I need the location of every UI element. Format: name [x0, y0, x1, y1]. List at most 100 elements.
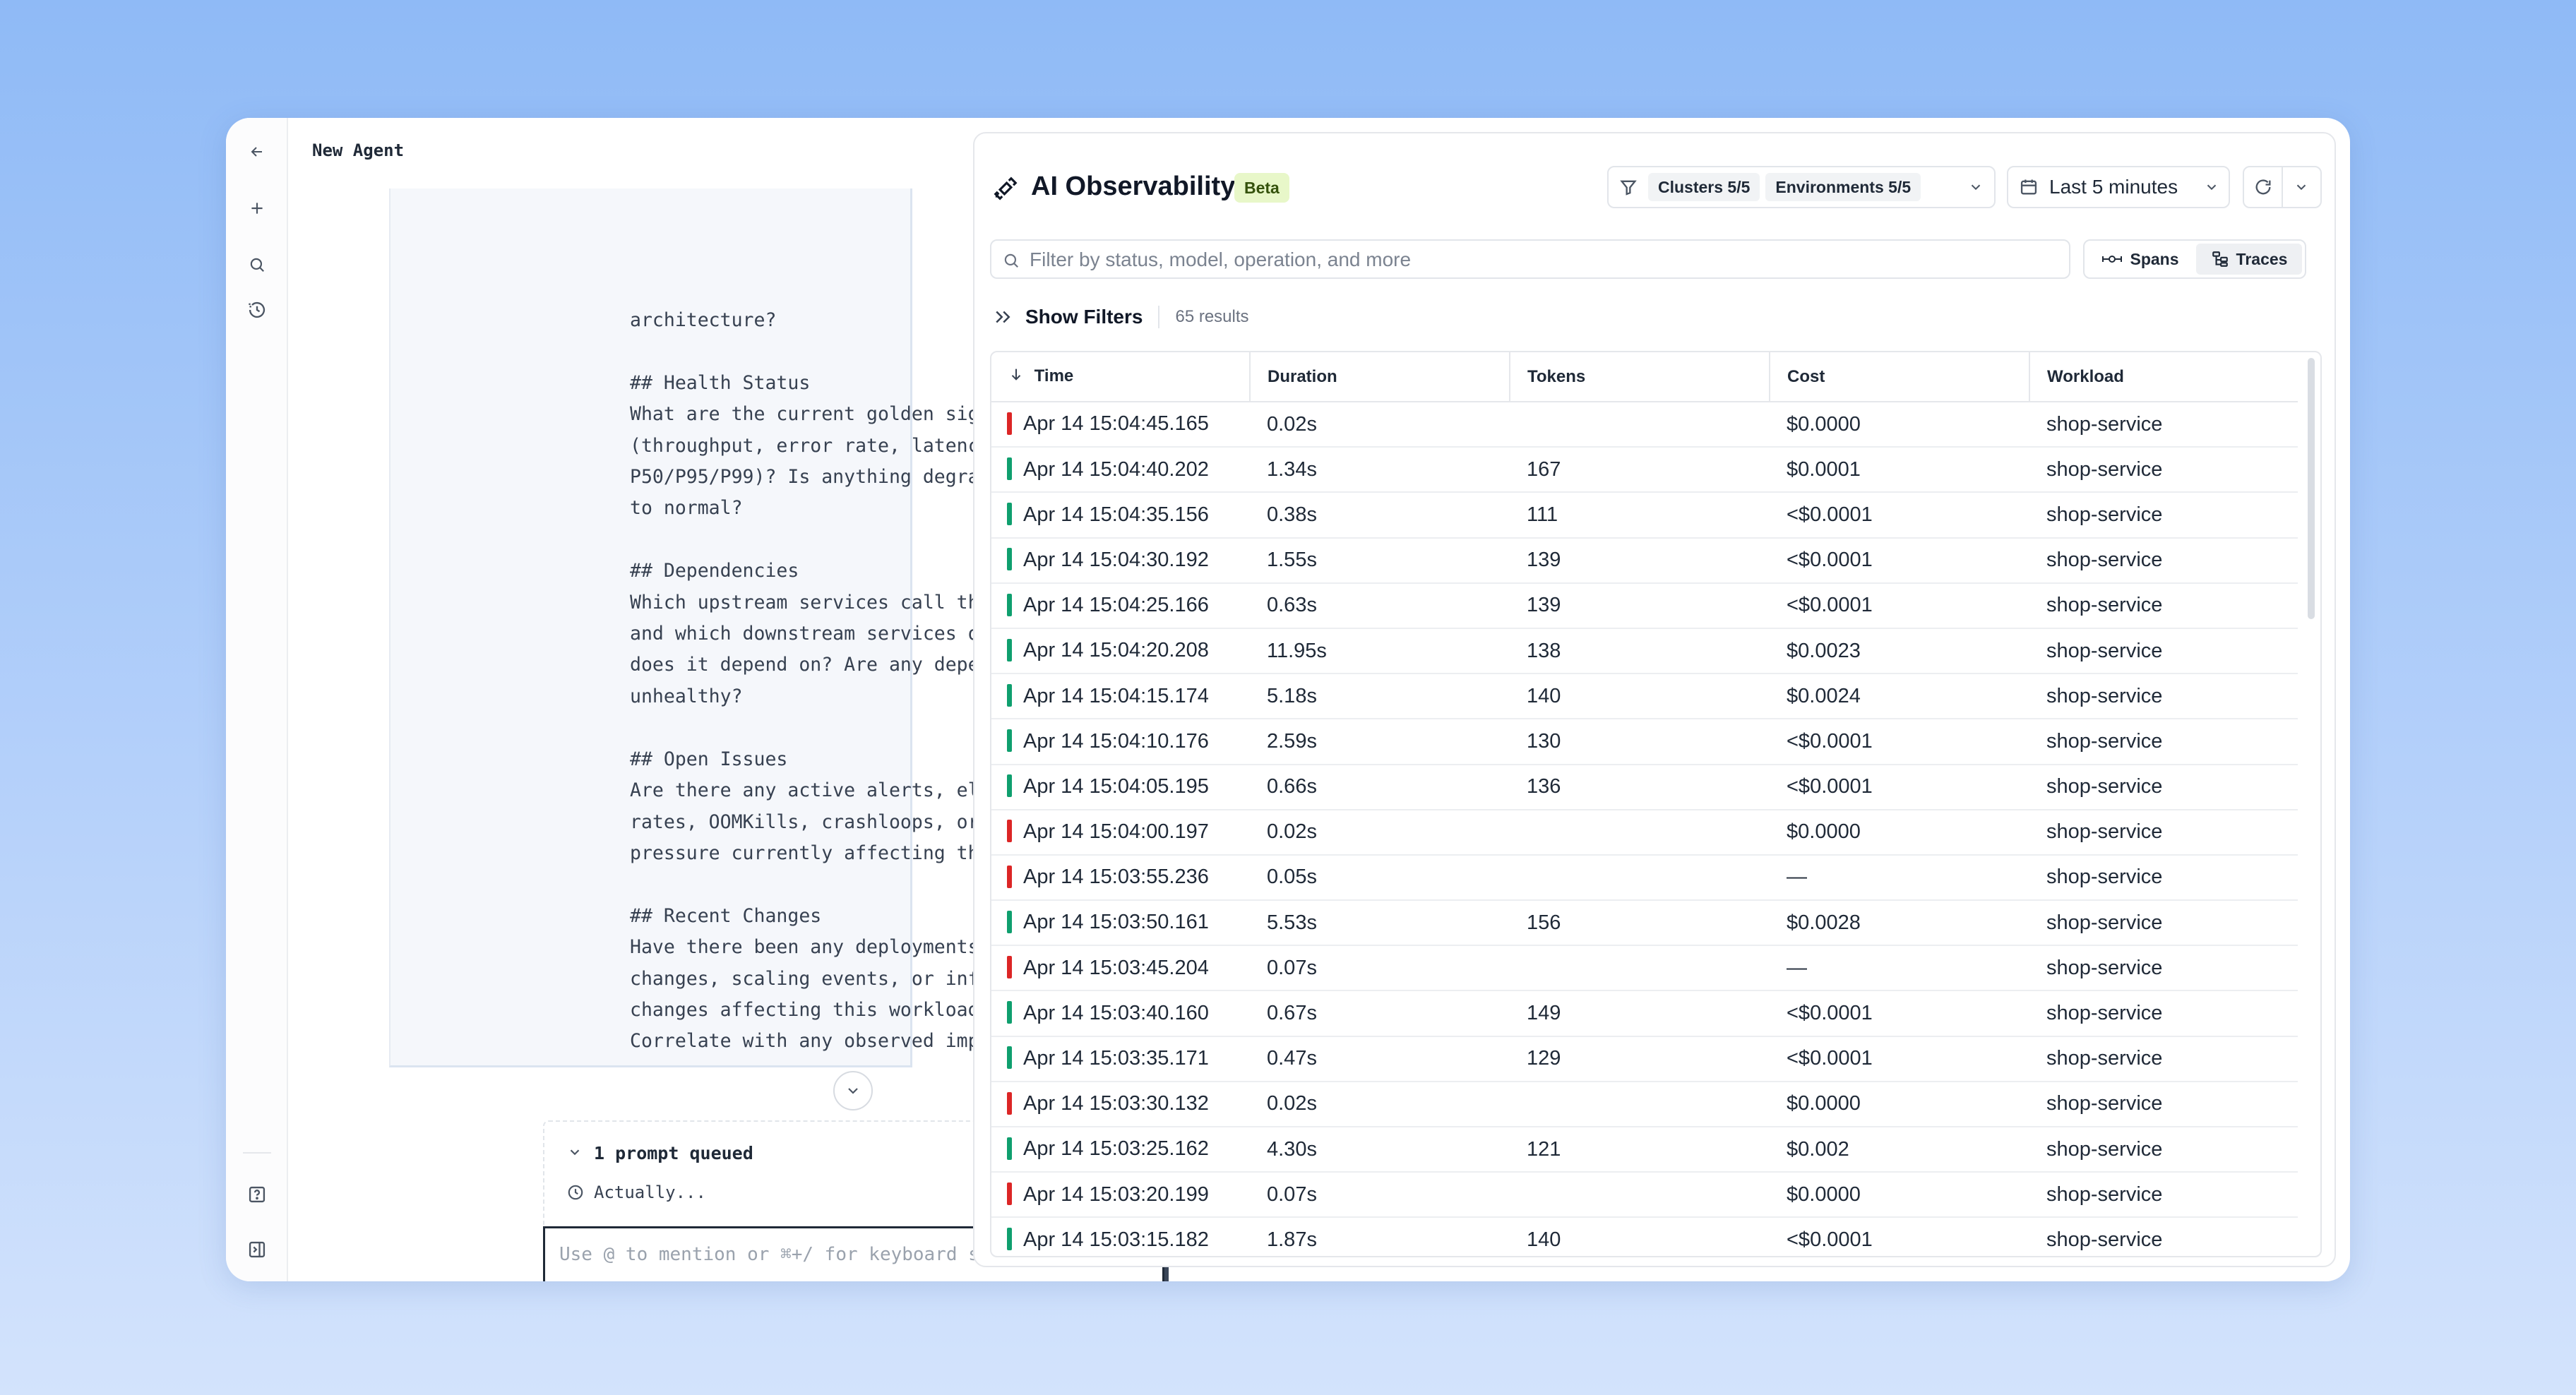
- column-header-tokens[interactable]: Tokens: [1509, 352, 1770, 402]
- table-row[interactable]: Apr 14 15:04:30.192 1.55s 139 <$0.0001 shop-…: [991, 537, 2298, 584]
- cell-cost: $0.0024: [1770, 673, 2029, 720]
- column-header-time[interactable]: Time: [991, 352, 1250, 402]
- status-indicator: [1007, 865, 1012, 888]
- chevron-down-icon[interactable]: [1957, 167, 1994, 207]
- cell-tokens: 140: [1510, 1217, 1770, 1256]
- plus-icon[interactable]: [243, 194, 271, 222]
- environments-chip[interactable]: Environments 5/5: [1765, 173, 1921, 201]
- cell-workload: shop-service: [2029, 628, 2298, 675]
- cell-tokens: [1510, 809, 1770, 856]
- agent-panel: New Agent architecture? ## Health Status…: [288, 118, 1195, 1281]
- spans-icon: [2102, 256, 2123, 263]
- table-row[interactable]: Apr 14 15:04:40.202 1.34s 167 $0.0001 shop-s…: [991, 447, 2298, 493]
- cell-time: Apr 14 15:04:20.208: [991, 628, 1250, 675]
- cell-cost: $0.002: [1770, 1127, 2029, 1173]
- queued-prompt[interactable]: Actually...: [594, 1183, 706, 1202]
- cell-tokens: [1510, 1172, 1770, 1219]
- table-row[interactable]: Apr 14 15:04:05.195 0.66s 136 <$0.0001 shop-…: [991, 764, 2298, 810]
- table-row[interactable]: Apr 14 15:04:25.166 0.63s 139 <$0.0001 shop-…: [991, 582, 2298, 629]
- cell-duration: 0.07s: [1250, 1172, 1510, 1219]
- table-scrollbar[interactable]: [2308, 358, 2315, 619]
- arrow-left-icon[interactable]: [243, 138, 271, 166]
- table-row[interactable]: Apr 14 15:04:10.176 2.59s 130 <$0.0001 shop-…: [991, 719, 2298, 765]
- chevron-down-icon[interactable]: [2283, 167, 2320, 207]
- cell-duration: 0.02s: [1250, 402, 1510, 448]
- table-row[interactable]: Apr 14 15:03:25.162 4.30s 121 $0.002 shop-se…: [991, 1127, 2298, 1173]
- app-window: New Agent architecture? ## Health Status…: [226, 118, 2350, 1281]
- table-row[interactable]: Apr 14 15:03:35.171 0.47s 129 <$0.0001 shop-…: [991, 1036, 2298, 1082]
- cell-tokens: [1510, 945, 1770, 992]
- help-icon[interactable]: [243, 1180, 271, 1209]
- chevron-down-icon[interactable]: [564, 1142, 585, 1163]
- table-row[interactable]: Apr 14 15:04:15.174 5.18s 140 $0.0024 shop-s…: [991, 673, 2298, 720]
- table-row[interactable]: Apr 14 15:03:45.204 0.07s — shop-service: [991, 945, 2298, 992]
- scroll-down-button[interactable]: [833, 1071, 873, 1110]
- table-row[interactable]: Apr 14 15:03:50.161 5.53s 156 $0.0028 shop-s…: [991, 900, 2298, 947]
- search-icon: [998, 248, 1024, 273]
- panel-toggle-icon[interactable]: [243, 1235, 271, 1264]
- cluster-environment-filter[interactable]: Clusters 5/5 Environments 5/5: [1607, 166, 1996, 208]
- cell-workload: shop-service: [2029, 1172, 2298, 1219]
- cell-cost: <$0.0001: [1770, 537, 2029, 584]
- cell-duration: 0.05s: [1250, 854, 1510, 902]
- search-icon[interactable]: [243, 251, 271, 279]
- status-indicator: [1007, 729, 1012, 753]
- time-range-select[interactable]: Last 5 minutes: [2007, 166, 2230, 208]
- clusters-chip[interactable]: Clusters 5/5: [1648, 173, 1760, 201]
- table-row[interactable]: Apr 14 15:03:15.182 1.87s 140 <$0.0001 shop-…: [991, 1217, 2298, 1256]
- traces-table: Time Duration Tokens Cost Workload Apr 1…: [990, 351, 2322, 1257]
- traces-toggle[interactable]: Traces: [2196, 244, 2302, 275]
- history-icon[interactable]: [243, 296, 271, 324]
- table-row[interactable]: Apr 14 15:04:45.165 0.02s $0.0000 shop-serv…: [991, 402, 2298, 448]
- column-header-workload[interactable]: Workload: [2029, 352, 2298, 402]
- spans-label: Spans: [2130, 249, 2179, 268]
- cell-tokens: 140: [1510, 673, 1770, 720]
- show-filters-button[interactable]: Show Filters: [1025, 306, 1143, 328]
- cell-cost: <$0.0001: [1770, 1217, 2029, 1256]
- table-row[interactable]: Apr 14 15:04:20.208 11.95s 138 $0.0023 shop-…: [991, 628, 2298, 675]
- column-header-duration[interactable]: Duration: [1249, 352, 1510, 402]
- cell-tokens: 167: [1510, 447, 1770, 493]
- cell-duration: 1.34s: [1250, 447, 1510, 493]
- cell-duration: 0.66s: [1250, 764, 1510, 810]
- column-header-cost[interactable]: Cost: [1769, 352, 2029, 402]
- cell-duration: 0.02s: [1250, 809, 1510, 856]
- status-indicator: [1007, 1091, 1012, 1115]
- table-row[interactable]: Apr 14 15:03:20.199 0.07s $0.0000 shop-serv…: [991, 1172, 2298, 1219]
- filter-search: [990, 239, 2070, 279]
- table-row[interactable]: Apr 14 15:04:35.156 0.38s 111 <$0.0001 shop-…: [991, 492, 2298, 539]
- cell-workload: shop-service: [2029, 854, 2298, 902]
- status-indicator: [1007, 412, 1012, 435]
- cell-workload: shop-service: [2029, 1217, 2298, 1256]
- cell-cost: <$0.0001: [1770, 990, 2029, 1037]
- cell-cost: —: [1770, 945, 2029, 992]
- status-indicator: [1007, 503, 1012, 526]
- status-indicator: [1007, 1182, 1012, 1205]
- cell-cost: <$0.0001: [1770, 764, 2029, 810]
- clock-icon: [564, 1181, 587, 1204]
- queue-title[interactable]: 1 prompt queued: [594, 1143, 753, 1163]
- cell-duration: 0.38s: [1250, 492, 1510, 539]
- status-indicator: [1007, 774, 1012, 798]
- cell-workload: shop-service: [2029, 990, 2298, 1037]
- cell-time: Apr 14 15:03:20.199: [991, 1172, 1250, 1219]
- refresh-icon[interactable]: [2244, 167, 2282, 207]
- cell-time: Apr 14 15:03:15.182: [991, 1217, 1250, 1256]
- table-row[interactable]: Apr 14 15:03:55.236 0.05s — shop-service: [991, 854, 2298, 902]
- satellite-icon: [990, 173, 1021, 204]
- table-row[interactable]: Apr 14 15:03:40.160 0.67s 149 <$0.0001 shop-…: [991, 990, 2298, 1037]
- table-header-row: Time Duration Tokens Cost Workload: [991, 352, 2298, 402]
- cell-workload: shop-service: [2029, 1036, 2298, 1082]
- cell-tokens: 149: [1510, 990, 1770, 1037]
- sort-down-icon: [1008, 366, 1030, 388]
- prompt-queue: 1 prompt queued Actually...: [543, 1120, 1164, 1225]
- spans-toggle[interactable]: Spans: [2087, 244, 2193, 275]
- table-row[interactable]: Apr 14 15:04:00.197 0.02s $0.0000 shop-serv…: [991, 809, 2298, 856]
- cell-tokens: 138: [1510, 628, 1770, 675]
- chevrons-right-icon[interactable]: [990, 304, 1015, 330]
- observability-panel: AI Observability Beta Clusters 5/5 Envir…: [973, 132, 2336, 1267]
- cell-time: Apr 14 15:04:45.165: [991, 402, 1250, 448]
- filter-search-input[interactable]: [1030, 248, 2061, 272]
- table-row[interactable]: Apr 14 15:03:30.132 0.02s $0.0000 shop-serv…: [991, 1081, 2298, 1128]
- cell-workload: shop-service: [2029, 537, 2298, 584]
